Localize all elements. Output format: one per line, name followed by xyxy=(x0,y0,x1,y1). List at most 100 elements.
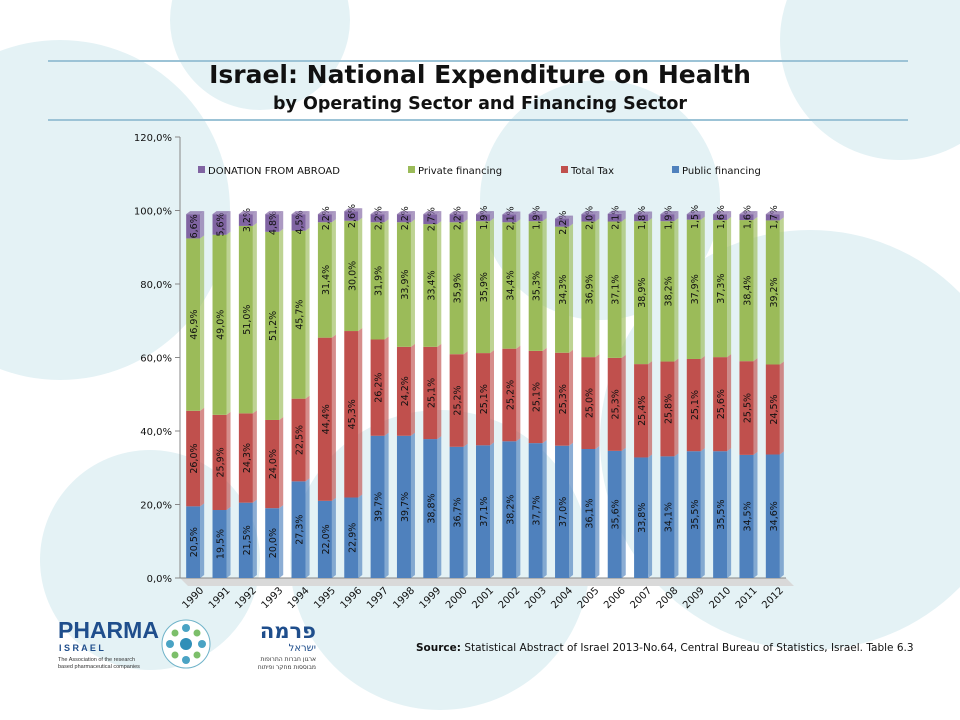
data-label-donation: 2,6% xyxy=(347,204,358,228)
bar-public-2003 xyxy=(528,443,543,578)
bar-tax-2011 xyxy=(739,361,754,455)
bar-side-private xyxy=(252,222,257,414)
data-label-private: 49,0% xyxy=(216,310,227,340)
data-label-tax: 25,1% xyxy=(532,382,543,412)
data-label-private: 35,9% xyxy=(453,273,464,303)
data-label-tax: 25,8% xyxy=(663,394,674,424)
bar-side-donation xyxy=(410,211,415,223)
data-label-private: 34,3% xyxy=(558,275,569,305)
bar-donation-2011 xyxy=(739,214,754,221)
legend-label-tax: Total Tax xyxy=(570,166,614,177)
source-text: Statistical Abstract of Israel 2013-No.6… xyxy=(464,642,914,654)
bar-top-face xyxy=(186,211,205,215)
bar-side-tax xyxy=(569,349,574,446)
x-tick-label: 2003 xyxy=(523,585,549,611)
bar-side-public xyxy=(252,499,257,578)
bar-side-private xyxy=(779,217,784,365)
data-label-public: 21,5% xyxy=(242,525,253,555)
logo-tagline-1: The Association of the research xyxy=(58,657,135,663)
bar-side-private xyxy=(595,218,600,358)
x-tick-label: 2006 xyxy=(602,585,628,611)
bar-side-tax xyxy=(516,345,521,442)
bar-public-2004 xyxy=(555,445,570,578)
bar-donation-1992 xyxy=(238,214,253,226)
data-label-private: 35,9% xyxy=(479,272,490,302)
bar-side-public xyxy=(305,478,310,578)
data-label-public: 36,7% xyxy=(453,497,464,527)
bar-side-public xyxy=(542,440,547,578)
bar-side-public xyxy=(490,442,494,578)
bar-top-face xyxy=(713,211,732,215)
bar-side-donation xyxy=(331,211,336,223)
x-tick-label: 2000 xyxy=(444,585,470,611)
bar-side-public xyxy=(384,432,389,578)
bar-private-1997 xyxy=(370,222,385,340)
data-label-donation: 4,8% xyxy=(268,211,279,235)
bar-side-public xyxy=(753,451,758,578)
data-label-tax: 25,3% xyxy=(611,389,622,419)
data-label-tax: 25,1% xyxy=(479,384,490,414)
bar-private-1991 xyxy=(212,234,227,415)
bar-side-tax xyxy=(331,334,336,501)
data-label-private: 36,9% xyxy=(584,274,595,304)
bar-side-tax xyxy=(779,361,784,455)
x-tick-label: 2011 xyxy=(734,585,760,611)
bar-tax-1998 xyxy=(396,346,411,436)
bar-side-private xyxy=(410,219,415,347)
bar-top-face xyxy=(686,211,705,215)
bar-donation-1994 xyxy=(291,214,306,231)
data-label-private: 31,4% xyxy=(321,265,332,295)
bar-top-face xyxy=(502,211,521,215)
data-label-public: 37,1% xyxy=(479,497,490,527)
data-label-tax: 26,2% xyxy=(374,373,385,403)
bar-tax-2009 xyxy=(686,358,701,452)
bar-tax-2004 xyxy=(555,352,570,446)
data-label-tax: 26,0% xyxy=(189,443,200,473)
data-label-tax: 22,5% xyxy=(295,425,306,455)
legend-label-private: Private financing xyxy=(418,166,502,177)
legend-label-public: Public financing xyxy=(682,166,761,177)
bar-donation-1999 xyxy=(423,214,438,225)
bar-side-private xyxy=(569,223,574,353)
legend-label-donation: DONATION FROM ABROAD xyxy=(208,166,340,177)
bar-public-2005 xyxy=(581,449,596,578)
bar-top-face xyxy=(660,211,679,215)
bar-side-public xyxy=(437,436,442,578)
bar-top-face xyxy=(739,211,758,215)
bar-side-tax xyxy=(226,411,231,511)
data-label-donation: 6,6% xyxy=(189,214,200,238)
bar-public-2007 xyxy=(634,457,649,578)
bar-side-private xyxy=(279,228,284,420)
bar-side-public xyxy=(595,446,600,578)
bar-private-1995 xyxy=(317,222,332,338)
bar-side-tax xyxy=(305,395,310,482)
data-label-donation: 2,2% xyxy=(321,206,332,230)
bar-side-public xyxy=(410,432,415,578)
bar-side-tax xyxy=(200,407,205,507)
bar-top-face xyxy=(212,211,231,215)
bar-donation-2012 xyxy=(765,214,780,221)
bar-top-face xyxy=(317,211,336,215)
data-label-public: 22,0% xyxy=(321,524,332,554)
bar-public-1991 xyxy=(212,510,227,578)
bar-tax-1994 xyxy=(291,398,306,482)
bar-side-private xyxy=(542,218,547,351)
bar-public-1997 xyxy=(370,435,385,578)
bar-tax-1996 xyxy=(344,331,359,498)
bar-side-private xyxy=(490,218,494,354)
bar-top-face xyxy=(265,211,284,215)
source-label: Source: xyxy=(416,642,461,654)
x-tick-label: 2001 xyxy=(470,585,496,611)
bar-private-1993 xyxy=(265,231,280,420)
bar-public-1996 xyxy=(344,497,359,578)
data-label-tax: 25,1% xyxy=(426,378,437,408)
bar-side-donation xyxy=(569,215,574,227)
bar-public-2008 xyxy=(660,456,675,578)
data-label-donation: 5,6% xyxy=(216,212,227,236)
data-label-private: 37,9% xyxy=(690,274,701,304)
bar-private-2000 xyxy=(449,222,464,355)
bar-side-tax xyxy=(358,328,363,498)
bar-tax-2001 xyxy=(476,353,490,446)
x-tick-label: 1996 xyxy=(339,585,365,611)
